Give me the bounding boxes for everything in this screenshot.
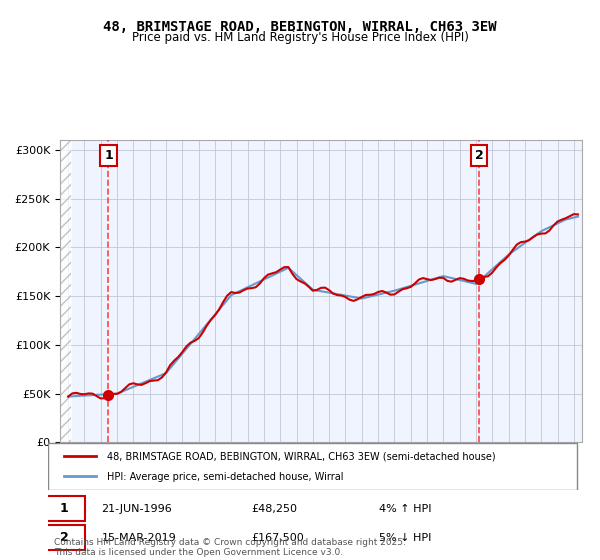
Text: Contains HM Land Registry data © Crown copyright and database right 2025.
This d: Contains HM Land Registry data © Crown c… [54, 538, 406, 557]
Text: 1: 1 [104, 149, 113, 162]
Text: 1: 1 [59, 502, 68, 515]
FancyBboxPatch shape [43, 525, 85, 550]
HPI: Average price, semi-detached house, Wirral: (2.01e+03, 1.5e+05): Average price, semi-detached house, Wirr… [367, 293, 374, 300]
HPI: Average price, semi-detached house, Wirral: (2e+03, 1.11e+05): Average price, semi-detached house, Wirr… [195, 331, 202, 338]
Text: HPI: Average price, semi-detached house, Wirral: HPI: Average price, semi-detached house,… [107, 472, 343, 482]
48, BRIMSTAGE ROAD, BEBINGTON, WIRRAL, CH63 3EW (semi-detached house) [101, 395, 109, 402]
Text: 48, BRIMSTAGE ROAD, BEBINGTON, WIRRAL, CH63 3EW: 48, BRIMSTAGE ROAD, BEBINGTON, WIRRAL, C… [103, 20, 497, 34]
48, BRIMSTAGE ROAD, BEBINGTON, WIRRAL, CH63 3EW (semi-detached house) [407, 283, 415, 290]
Line: 48, BRIMSTAGE ROAD, BEBINGTON, WIRRAL, CH63 3EW (semi-detached house): 48, BRIMSTAGE ROAD, BEBINGTON, WIRRAL, C… [68, 214, 578, 399]
HPI: Average price, semi-detached house, Wirral: (2.03e+03, 2.32e+05): Average price, semi-detached house, Wirr… [574, 213, 581, 220]
Text: 21-JUN-1996: 21-JUN-1996 [101, 504, 172, 514]
Text: £167,500: £167,500 [251, 533, 304, 543]
48, BRIMSTAGE ROAD, BEBINGTON, WIRRAL, CH63 3EW (semi-detached house) [97, 395, 104, 402]
HPI: Average price, semi-detached house, Wirral: (1.99e+03, 4.7e+04): Average price, semi-detached house, Wirr… [65, 393, 72, 400]
Bar [60, 140, 71, 442]
FancyBboxPatch shape [48, 444, 577, 489]
Text: 15-MAR-2019: 15-MAR-2019 [101, 533, 176, 543]
48, BRIMSTAGE ROAD, BEBINGTON, WIRRAL, CH63 3EW (semi-detached house) [574, 211, 581, 218]
Text: 48, BRIMSTAGE ROAD, BEBINGTON, WIRRAL, CH63 3EW (semi-detached house): 48, BRIMSTAGE ROAD, BEBINGTON, WIRRAL, C… [107, 452, 496, 461]
FancyBboxPatch shape [43, 497, 85, 521]
48, BRIMSTAGE ROAD, BEBINGTON, WIRRAL, CH63 3EW (semi-detached house) [570, 211, 577, 217]
48, BRIMSTAGE ROAD, BEBINGTON, WIRRAL, CH63 3EW (semi-detached house) [65, 393, 72, 400]
HPI: Average price, semi-detached house, Wirral: (2.01e+03, 1.52e+05): Average price, semi-detached house, Wirr… [379, 290, 386, 297]
HPI: Average price, semi-detached house, Wirral: (2.01e+03, 1.59e+05): Average price, semi-detached house, Wirr… [403, 284, 410, 291]
Text: 2: 2 [475, 149, 484, 162]
Line: HPI: Average price, semi-detached house, Wirral: HPI: Average price, semi-detached house,… [68, 217, 578, 396]
48, BRIMSTAGE ROAD, BEBINGTON, WIRRAL, CH63 3EW (semi-detached house) [199, 329, 206, 336]
Text: 5% ↓ HPI: 5% ↓ HPI [379, 533, 431, 543]
48, BRIMSTAGE ROAD, BEBINGTON, WIRRAL, CH63 3EW (semi-detached house) [383, 289, 390, 296]
48, BRIMSTAGE ROAD, BEBINGTON, WIRRAL, CH63 3EW (semi-detached house) [309, 287, 316, 294]
Text: 4% ↑ HPI: 4% ↑ HPI [379, 504, 431, 514]
48, BRIMSTAGE ROAD, BEBINGTON, WIRRAL, CH63 3EW (semi-detached house) [370, 291, 377, 297]
HPI: Average price, semi-detached house, Wirral: (2.01e+03, 1.6e+05): Average price, semi-detached house, Wirr… [305, 283, 313, 290]
Bar [60, 140, 71, 442]
Text: £48,250: £48,250 [251, 504, 297, 514]
Text: Price paid vs. HM Land Registry's House Price Index (HPI): Price paid vs. HM Land Registry's House … [131, 31, 469, 44]
Text: 2: 2 [59, 531, 68, 544]
HPI: Average price, semi-detached house, Wirral: (2e+03, 4.9e+04): Average price, semi-detached house, Wirr… [97, 391, 104, 398]
